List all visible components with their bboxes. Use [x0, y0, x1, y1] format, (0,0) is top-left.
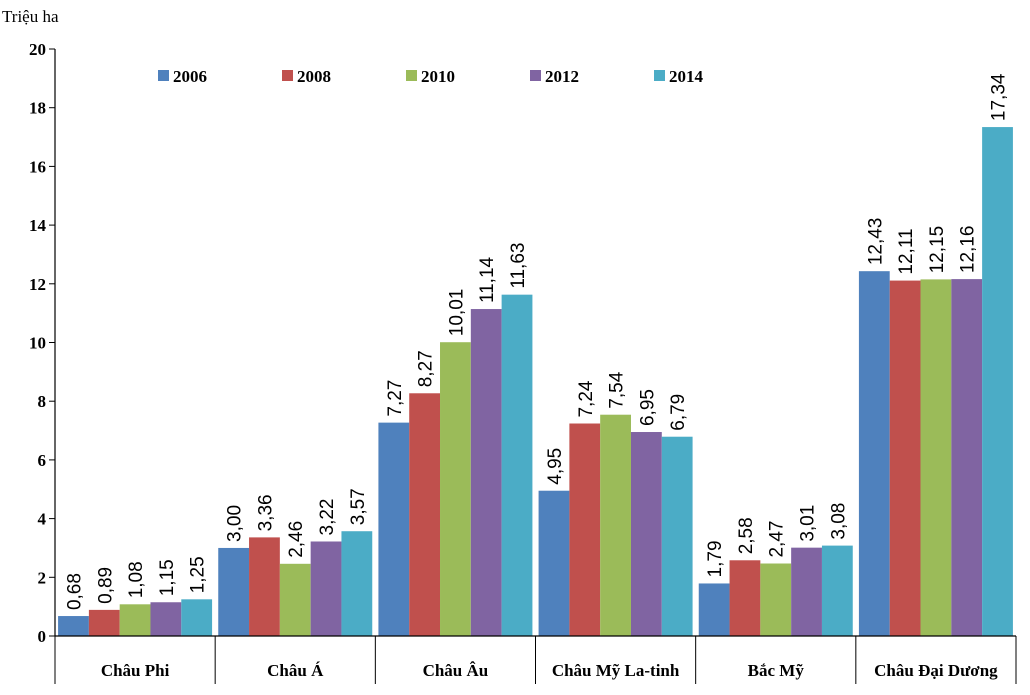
legend: 2006 2008 2010 2012 2014	[158, 67, 704, 86]
y-tick-label: 18	[29, 99, 46, 118]
bar	[58, 616, 89, 636]
data-label: 2,58	[736, 517, 757, 554]
data-label: 12,16	[958, 226, 979, 274]
y-tick-label: 12	[29, 275, 46, 294]
bar	[858, 271, 890, 636]
bar	[760, 563, 792, 636]
bar	[630, 432, 662, 636]
data-label: 12,43	[865, 218, 886, 266]
bar	[501, 294, 533, 636]
data-label: 7,54	[607, 371, 628, 408]
data-label: 12,15	[927, 226, 948, 274]
y-axis-ticks: 0 2 4 6 8 10 12 14 16 18 20	[29, 40, 55, 646]
bar	[310, 541, 342, 636]
data-label: 7,27	[385, 380, 406, 417]
bar	[470, 309, 502, 636]
bar	[378, 422, 410, 636]
data-label: 3,01	[798, 505, 819, 542]
bar	[951, 279, 983, 636]
data-label: 6,79	[668, 394, 689, 431]
data-label: 8,27	[416, 350, 437, 387]
data-label: 1,08	[126, 561, 147, 598]
data-label: 1,25	[188, 556, 209, 593]
bar	[821, 545, 853, 636]
bar	[600, 414, 631, 636]
data-label: 11,63	[508, 243, 529, 289]
x-tick-label: Châu Đại Dương	[874, 661, 998, 680]
bar	[218, 547, 250, 636]
data-label: 11,14	[477, 256, 498, 303]
legend-swatch	[530, 70, 541, 81]
x-tick-label: Châu Á	[267, 661, 324, 680]
y-tick-label: 16	[29, 157, 46, 176]
x-tick-label: Châu Phi	[101, 661, 170, 680]
bar	[181, 599, 213, 636]
data-label: 3,57	[348, 488, 369, 525]
y-tick-label: 2	[38, 568, 47, 587]
bar	[920, 279, 952, 636]
data-label: 4,95	[545, 448, 566, 485]
data-label: 2,46	[286, 521, 307, 558]
y-tick-label: 14	[29, 216, 47, 235]
axes	[54, 49, 1017, 684]
bar	[88, 609, 120, 636]
y-tick-label: 4	[38, 510, 47, 529]
data-label: 2,47	[767, 521, 788, 558]
data-label: 3,36	[255, 494, 276, 531]
legend-swatch	[654, 70, 665, 81]
data-label: 3,08	[828, 503, 849, 540]
bars	[58, 127, 1013, 637]
bar	[249, 537, 280, 636]
y-unit-label: Triệu ha	[2, 7, 59, 26]
bar	[341, 531, 373, 636]
bar	[729, 560, 761, 636]
legend-label: 2012	[545, 67, 579, 86]
legend-label: 2014	[669, 67, 704, 86]
bar	[440, 342, 471, 636]
bar	[119, 604, 151, 636]
y-tick-label: 20	[29, 40, 46, 59]
legend-swatch	[406, 70, 417, 81]
bar	[661, 436, 693, 636]
y-tick-label: 10	[29, 334, 46, 353]
data-label: 0,89	[95, 567, 116, 604]
legend-swatch	[282, 70, 293, 81]
bar	[538, 490, 570, 636]
x-tick-label: Châu Mỹ La-tinh	[552, 661, 680, 680]
data-label: 10,01	[446, 289, 467, 337]
legend-label: 2008	[297, 67, 331, 86]
y-tick-label: 8	[38, 392, 47, 411]
legend-label: 2010	[421, 67, 455, 86]
data-label: 17,34	[989, 73, 1010, 121]
bar	[150, 602, 182, 636]
data-label: 1,15	[157, 559, 178, 596]
legend-label: 2006	[173, 67, 207, 86]
data-label: 12,11	[896, 228, 917, 274]
data-label: 7,24	[576, 380, 597, 417]
data-labels: 0,68 0,89 1,08 1,15 1,25 3,00 3,36 2,46 3,22 3,57…	[64, 73, 1009, 610]
y-tick-label: 6	[38, 451, 47, 470]
y-tick-label: 0	[38, 627, 47, 646]
x-tick-label: Châu Âu	[423, 661, 489, 680]
x-axis-ticks: Châu Phi Châu Á Châu Âu Châu Mỹ La-tinh Bắc …	[101, 661, 998, 680]
bar	[791, 547, 822, 636]
data-label: 0,68	[64, 573, 85, 610]
bar	[982, 127, 1013, 637]
x-tick-label: Bắc Mỹ	[748, 661, 805, 680]
data-label: 3,00	[225, 505, 246, 542]
data-label: 1,79	[705, 540, 726, 577]
bar	[279, 563, 311, 636]
bar	[409, 393, 441, 636]
data-label: 3,22	[317, 499, 338, 536]
bar	[569, 423, 601, 636]
legend-swatch	[158, 70, 169, 81]
bar	[889, 280, 921, 636]
bar	[698, 583, 730, 636]
data-label: 6,95	[637, 389, 658, 426]
